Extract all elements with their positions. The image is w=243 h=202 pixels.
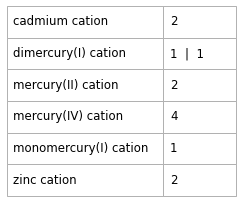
Bar <box>163 133 236 164</box>
Text: dimercury(I) cation: dimercury(I) cation <box>13 47 126 60</box>
Text: cadmium cation: cadmium cation <box>13 15 108 28</box>
Text: 2: 2 <box>170 15 177 28</box>
Bar <box>163 164 236 196</box>
Text: mercury(IV) cation: mercury(IV) cation <box>13 110 123 123</box>
Text: 2: 2 <box>170 79 177 92</box>
Bar <box>7 101 163 133</box>
Bar <box>163 101 236 133</box>
Bar <box>163 69 236 101</box>
Text: 1: 1 <box>170 142 177 155</box>
Bar <box>163 38 236 69</box>
Bar <box>163 6 236 38</box>
Text: mercury(II) cation: mercury(II) cation <box>13 79 119 92</box>
Text: monomercury(I) cation: monomercury(I) cation <box>13 142 149 155</box>
Bar <box>7 6 163 38</box>
Bar <box>7 69 163 101</box>
Text: 4: 4 <box>170 110 177 123</box>
Text: 1  |  1: 1 | 1 <box>170 47 204 60</box>
Bar <box>7 133 163 164</box>
Bar <box>7 164 163 196</box>
Text: 2: 2 <box>170 174 177 187</box>
Bar <box>7 38 163 69</box>
Text: zinc cation: zinc cation <box>13 174 77 187</box>
